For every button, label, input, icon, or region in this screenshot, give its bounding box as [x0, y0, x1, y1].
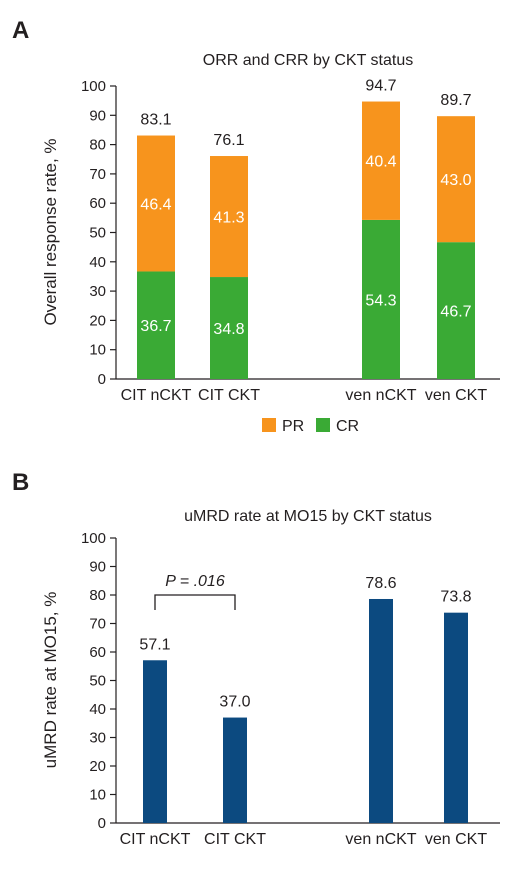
panel-b-bar-ven-nckt [369, 598, 393, 823]
panel-a-y-axis-label: Overall response rate, % [41, 138, 60, 325]
panel-b-y-tick-label: 30 [89, 730, 106, 747]
panel-a-total-label-ven-nckt: 94.7 [365, 78, 396, 95]
panel-b-bar-cit-nckt [143, 660, 167, 823]
panel-b-x-tick-label-ven-ckt: ven CKT [425, 831, 487, 848]
panel-a-bar-pr-cit-ckt [210, 156, 248, 278]
panel-a-bar-pr-ven-nckt [362, 101, 400, 220]
panel-b-data-label-ven-nckt: 78.6 [365, 575, 396, 592]
panel-a-data-label-pr-ven-ckt: 43.0 [440, 172, 471, 189]
panel-a-total-label-cit-nckt: 83.1 [140, 112, 171, 129]
panel-b-x-tick-label-cit-nckt: CIT nCKT [120, 831, 191, 848]
panel-a-y-tick-label: 20 [89, 312, 106, 329]
panel-a-bar-pr-cit-nckt [137, 135, 175, 272]
panel-a-y-tick-label: 30 [89, 283, 106, 300]
legend-cr-swatch [316, 418, 330, 432]
panel-a-bar-cr-cit-ckt [210, 277, 248, 379]
panel-a-bar-cr-ven-nckt [362, 219, 400, 379]
panel-a-bar-pr-ven-ckt [437, 116, 475, 243]
panel-b-y-tick-label: 100 [81, 530, 106, 547]
panel-a-total-label-cit-ckt: 76.1 [213, 132, 244, 149]
panel-a-y-tick-label: 80 [89, 137, 106, 154]
panel-a-data-label-pr-cit-nckt: 46.4 [140, 196, 171, 213]
panel-b-x-tick-label-ven-nckt: ven nCKT [345, 831, 416, 848]
panel-b-letter: B [12, 469, 29, 496]
panel-a-x-tick-label-ven-ckt: ven CKT [425, 387, 487, 404]
panel-b-y-axis-label: uMRD rate at MO15, % [41, 592, 60, 769]
panel-a-title: ORR and CRR by CKT status [203, 52, 413, 69]
legend-pr-label: PR [282, 418, 304, 435]
panel-a-y-tick-label: 0 [98, 371, 106, 388]
panel-a-total-label-ven-ckt: 89.7 [440, 92, 471, 109]
panel-a-data-label-cr-ven-nckt: 54.3 [365, 292, 396, 309]
panel-b-data-label-ven-ckt: 73.8 [440, 589, 471, 606]
panel-b-y-tick-label: 20 [89, 758, 106, 775]
panel-b-x-tick-label-cit-ckt: CIT CKT [204, 831, 266, 848]
panel-a-x-tick-label-cit-nckt: CIT nCKT [121, 387, 192, 404]
panel-a-y-tick-label: 90 [89, 107, 106, 124]
panel-b-y-tick-label: 90 [89, 559, 106, 576]
panel-b-y-tick-label: 60 [89, 644, 106, 661]
panel-a-plot: 0 10 20 30 40 50 60 70 80 90 100 CIT nCKT CIT CKT ven… [81, 78, 500, 404]
legend-pr-swatch [262, 418, 276, 432]
panel-a-y-tick-label: 10 [89, 342, 106, 359]
panel-b-y-tick-label: 10 [89, 787, 106, 804]
panel-b-title: uMRD rate at MO15 by CKT status [184, 508, 432, 525]
panel-a-data-label-pr-cit-ckt: 41.3 [213, 210, 244, 227]
panel-a-y-tick-label: 40 [89, 254, 106, 271]
panel-a-letter: A [12, 17, 29, 44]
panel-b-plot: 0 10 20 30 40 50 60 70 80 90 100 CIT nCKT CIT CKT ven… [81, 530, 500, 848]
panel-b-significance-bracket [154, 594, 236, 610]
panel-a-bar-cr-ven-ckt [437, 242, 475, 379]
panel-a-y-tick-label: 70 [89, 166, 106, 183]
panel-b-y-tick-label: 40 [89, 701, 106, 718]
panel-b-y-tick-label: 70 [89, 616, 106, 633]
panel-a-x-tick-label-ven-nckt: ven nCKT [345, 387, 416, 404]
panel-a-data-label-pr-ven-nckt: 40.4 [365, 154, 396, 171]
panel-a-y-tick-label: 50 [89, 225, 106, 242]
panel-a-bar-cr-cit-nckt [137, 271, 175, 379]
panel-b-y-tick-label: 80 [89, 587, 106, 604]
panel-b-y-tick-label: 50 [89, 673, 106, 690]
panel-a-data-label-cr-cit-nckt: 36.7 [140, 318, 171, 335]
panel-a-x-tick-label-cit-ckt: CIT CKT [198, 387, 260, 404]
panel-b-p-value-label: P = .016 [165, 573, 225, 590]
panel-a-data-label-cr-cit-ckt: 34.8 [213, 321, 244, 338]
panel-b-data-label-cit-ckt: 37.0 [219, 694, 250, 711]
panel-b-bar-ven-ckt [444, 612, 468, 823]
panel-b-bar-cit-ckt [223, 717, 247, 823]
panel-a-data-label-cr-ven-ckt: 46.7 [440, 304, 471, 321]
panel-b-data-label-cit-nckt: 57.1 [139, 636, 170, 653]
panel-a-y-tick-label: 100 [81, 78, 106, 95]
legend-cr-label: CR [336, 418, 359, 435]
panel-a-y-tick-label: 60 [89, 195, 106, 212]
panel-b-y-tick-label: 0 [98, 815, 106, 832]
